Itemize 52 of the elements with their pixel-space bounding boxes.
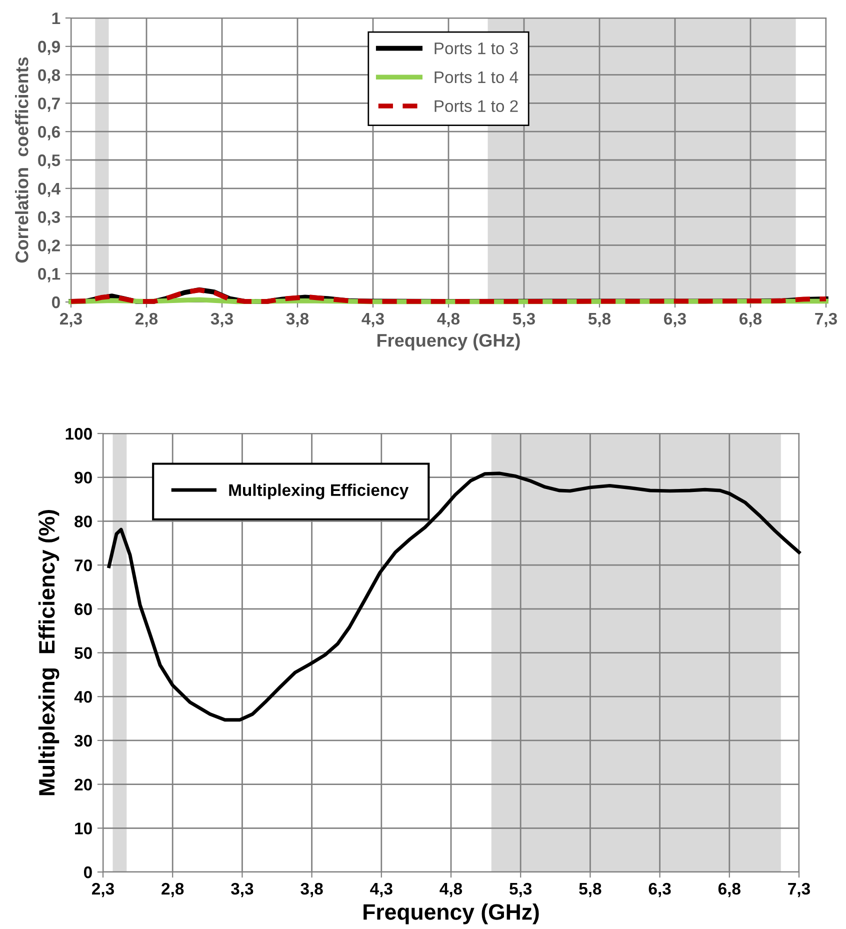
- y-tick-label: 10: [75, 822, 92, 834]
- x-tick-label: 6,3: [648, 882, 671, 898]
- x-tick-label: 5,8: [579, 882, 602, 898]
- y-tick-label: 0,2: [38, 240, 60, 254]
- y-tick-label: 100: [66, 428, 92, 440]
- x-axis-title: Frequency (GHz): [364, 904, 539, 924]
- y-tick-label: 1: [52, 12, 60, 24]
- legend-label: Multiplexing Efficiency: [229, 484, 409, 500]
- x-tick-label: 2,8: [135, 312, 158, 328]
- y-tick-label: 50: [74, 647, 92, 659]
- x-tick-label: 5,8: [588, 312, 611, 328]
- y-tick-label: 60: [74, 603, 92, 616]
- x-tick-label: 5,3: [510, 882, 532, 898]
- y-tick-label: 40: [74, 691, 92, 703]
- x-tick-label: 3,8: [286, 312, 309, 328]
- x-tick-label: 2,3: [60, 312, 82, 328]
- x-tick-label: 3,8: [300, 882, 323, 898]
- x-tick-label: 3,3: [210, 312, 233, 328]
- legend-label: Ports 1 to 3: [434, 42, 518, 54]
- y-tick-label: 0,4: [38, 182, 60, 198]
- x-tick-label: 7,3: [815, 312, 837, 328]
- y-tick-label: 90: [74, 472, 92, 484]
- y-tick-label: 70: [74, 559, 92, 572]
- y-tick-label: 0,7: [38, 98, 60, 112]
- y-axis-title: Correlation coefficients: [15, 57, 28, 263]
- y-tick-label: 0,3: [38, 211, 60, 226]
- y-tick-label: 0,5: [38, 154, 60, 169]
- y-tick-label: 0,6: [38, 126, 60, 140]
- x-tick-label: 4,8: [437, 312, 460, 328]
- x-tick-label: 3,3: [231, 882, 254, 898]
- x-axis-title: Frequency (GHz): [377, 334, 520, 350]
- x-tick-label: 6,3: [664, 312, 686, 328]
- x-tick-label: 2,8: [162, 882, 184, 898]
- legend-label: Ports 1 to 4: [434, 71, 518, 84]
- y-tick-label: 20: [74, 778, 92, 791]
- y-axis-title: Multiplexing Efficiency (%): [38, 510, 60, 796]
- x-tick-label: 2,3: [92, 882, 114, 898]
- y-tick-label: 0: [84, 866, 92, 878]
- y-tick-label: 80: [74, 516, 92, 528]
- x-tick-label: 4,3: [370, 882, 392, 898]
- y-tick-label: 0,9: [38, 40, 60, 56]
- x-tick-label: 6,8: [740, 312, 762, 328]
- x-tick-label: 5,3: [512, 312, 535, 328]
- y-tick-label: 0: [52, 296, 60, 308]
- y-tick-label: 0,1: [38, 268, 60, 282]
- y-tick-label: 0,8: [38, 69, 60, 84]
- x-tick-label: 6,8: [718, 882, 740, 898]
- x-tick-label: 4,3: [362, 312, 384, 328]
- x-tick-label: 4,8: [440, 882, 462, 898]
- y-tick-label: 30: [74, 734, 92, 747]
- legend-label: Ports 1 to 2: [434, 100, 518, 112]
- x-tick-label: 7,3: [788, 882, 810, 898]
